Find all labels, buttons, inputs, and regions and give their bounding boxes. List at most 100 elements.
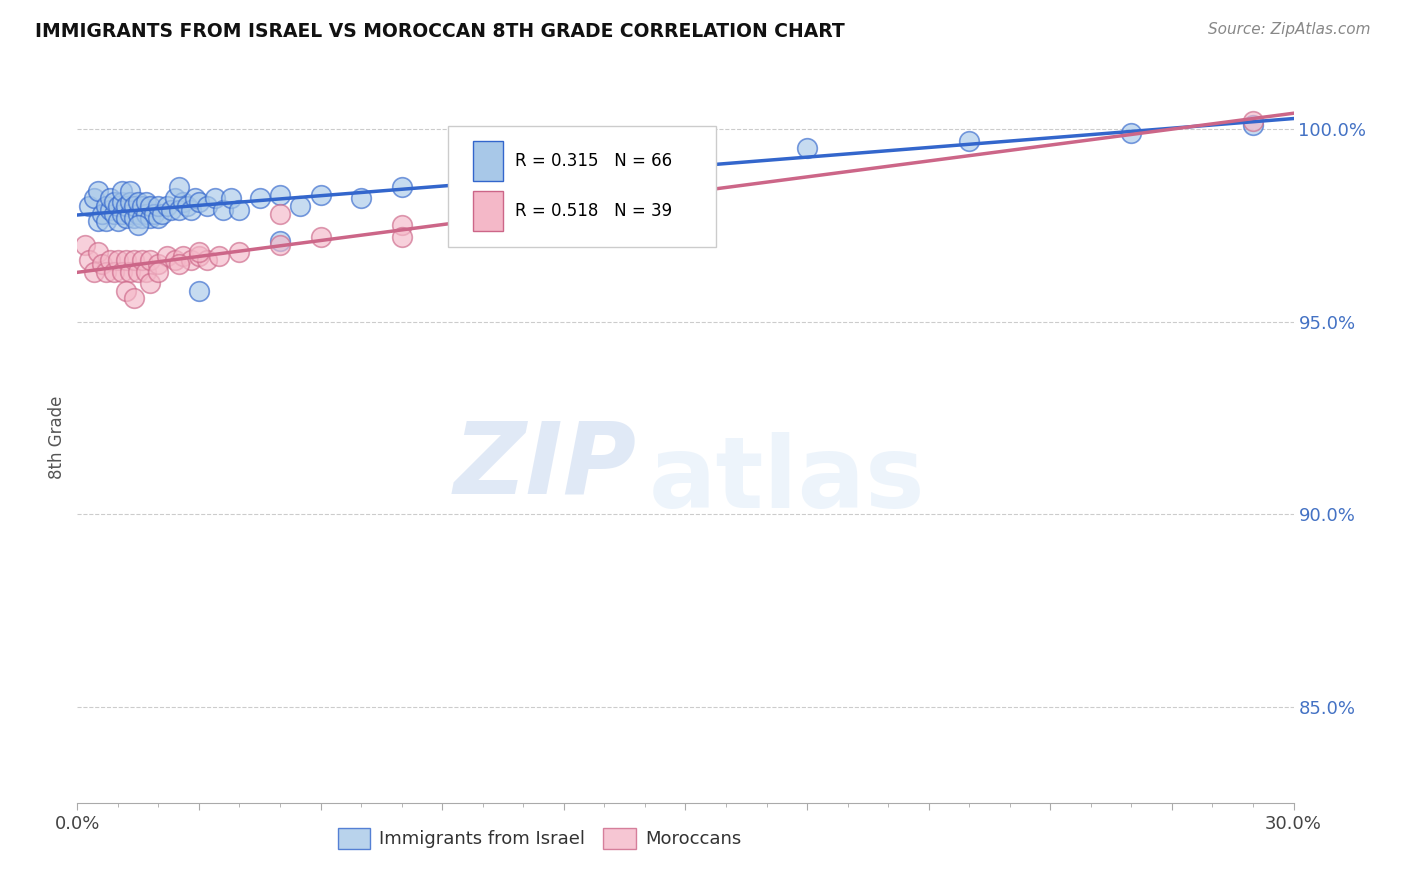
Point <box>90 207 112 221</box>
Point <box>1241 114 1264 128</box>
Point <box>103 264 125 278</box>
Point <box>553 161 575 175</box>
Point <box>148 199 170 213</box>
Point <box>103 207 125 221</box>
Point <box>172 249 194 263</box>
Point <box>309 187 332 202</box>
Point <box>184 191 207 205</box>
Point <box>148 211 170 225</box>
Point <box>471 172 494 186</box>
Point <box>127 195 149 210</box>
Point <box>98 202 121 217</box>
Point <box>98 252 121 267</box>
Point <box>115 199 138 213</box>
Point <box>86 214 108 228</box>
Point <box>127 219 149 233</box>
Point <box>118 184 141 198</box>
Point <box>249 191 271 205</box>
Point <box>90 257 112 271</box>
Point <box>167 202 190 217</box>
Point <box>269 187 291 202</box>
Point <box>98 191 121 205</box>
Point <box>127 207 149 221</box>
Point <box>115 252 138 267</box>
Point <box>139 252 162 267</box>
Point <box>195 252 218 267</box>
Point <box>135 195 157 210</box>
Point <box>309 230 332 244</box>
Point <box>155 249 177 263</box>
Point <box>86 184 108 198</box>
Point <box>135 207 157 221</box>
Point <box>269 207 291 221</box>
Point <box>86 245 108 260</box>
Point <box>1241 118 1264 132</box>
Point <box>391 219 413 233</box>
Point <box>107 199 129 213</box>
Point <box>163 191 186 205</box>
Point <box>94 264 117 278</box>
Point <box>269 234 291 248</box>
Point <box>212 202 235 217</box>
Point <box>83 264 105 278</box>
Point <box>208 249 231 263</box>
Point <box>180 202 202 217</box>
Point <box>131 199 153 213</box>
Point <box>139 211 162 225</box>
Point <box>103 195 125 210</box>
Point <box>139 276 162 290</box>
Point <box>391 230 413 244</box>
Point <box>139 199 162 213</box>
Point <box>195 199 218 213</box>
Point <box>188 249 211 263</box>
Point <box>796 141 818 155</box>
Point <box>155 199 177 213</box>
Point <box>172 195 194 210</box>
Point <box>127 264 149 278</box>
Point <box>122 211 145 225</box>
Point <box>118 264 141 278</box>
Legend: Immigrants from Israel, Moroccans: Immigrants from Israel, Moroccans <box>330 821 748 856</box>
Point <box>115 284 138 298</box>
Point <box>107 214 129 228</box>
Point <box>290 199 312 213</box>
Point <box>471 207 494 221</box>
Point <box>228 202 250 217</box>
Point <box>167 179 190 194</box>
Point <box>188 245 211 260</box>
Point <box>118 195 141 210</box>
Point <box>122 199 145 213</box>
Point <box>131 211 153 225</box>
Point <box>180 252 202 267</box>
Point <box>94 199 117 213</box>
Point <box>135 264 157 278</box>
Text: atlas: atlas <box>650 433 925 530</box>
FancyBboxPatch shape <box>472 141 503 181</box>
Point <box>176 199 198 213</box>
Text: Source: ZipAtlas.com: Source: ZipAtlas.com <box>1208 22 1371 37</box>
Point <box>391 179 413 194</box>
FancyBboxPatch shape <box>472 191 503 231</box>
Point <box>188 195 211 210</box>
Point <box>148 264 170 278</box>
Point <box>350 191 373 205</box>
Point <box>75 237 97 252</box>
Point <box>118 207 141 221</box>
Text: IMMIGRANTS FROM ISRAEL VS MOROCCAN 8TH GRADE CORRELATION CHART: IMMIGRANTS FROM ISRAEL VS MOROCCAN 8TH G… <box>35 22 845 41</box>
Point <box>269 237 291 252</box>
Text: ZIP: ZIP <box>454 417 637 515</box>
Point <box>159 202 181 217</box>
Point <box>131 252 153 267</box>
Point <box>111 264 134 278</box>
Point <box>228 245 250 260</box>
Point <box>122 292 145 306</box>
Point <box>204 191 226 205</box>
Point <box>188 284 211 298</box>
Point <box>111 207 134 221</box>
FancyBboxPatch shape <box>449 126 716 247</box>
Point <box>675 149 697 163</box>
Point <box>148 257 170 271</box>
Point <box>122 252 145 267</box>
Point <box>94 214 117 228</box>
Point <box>115 211 138 225</box>
